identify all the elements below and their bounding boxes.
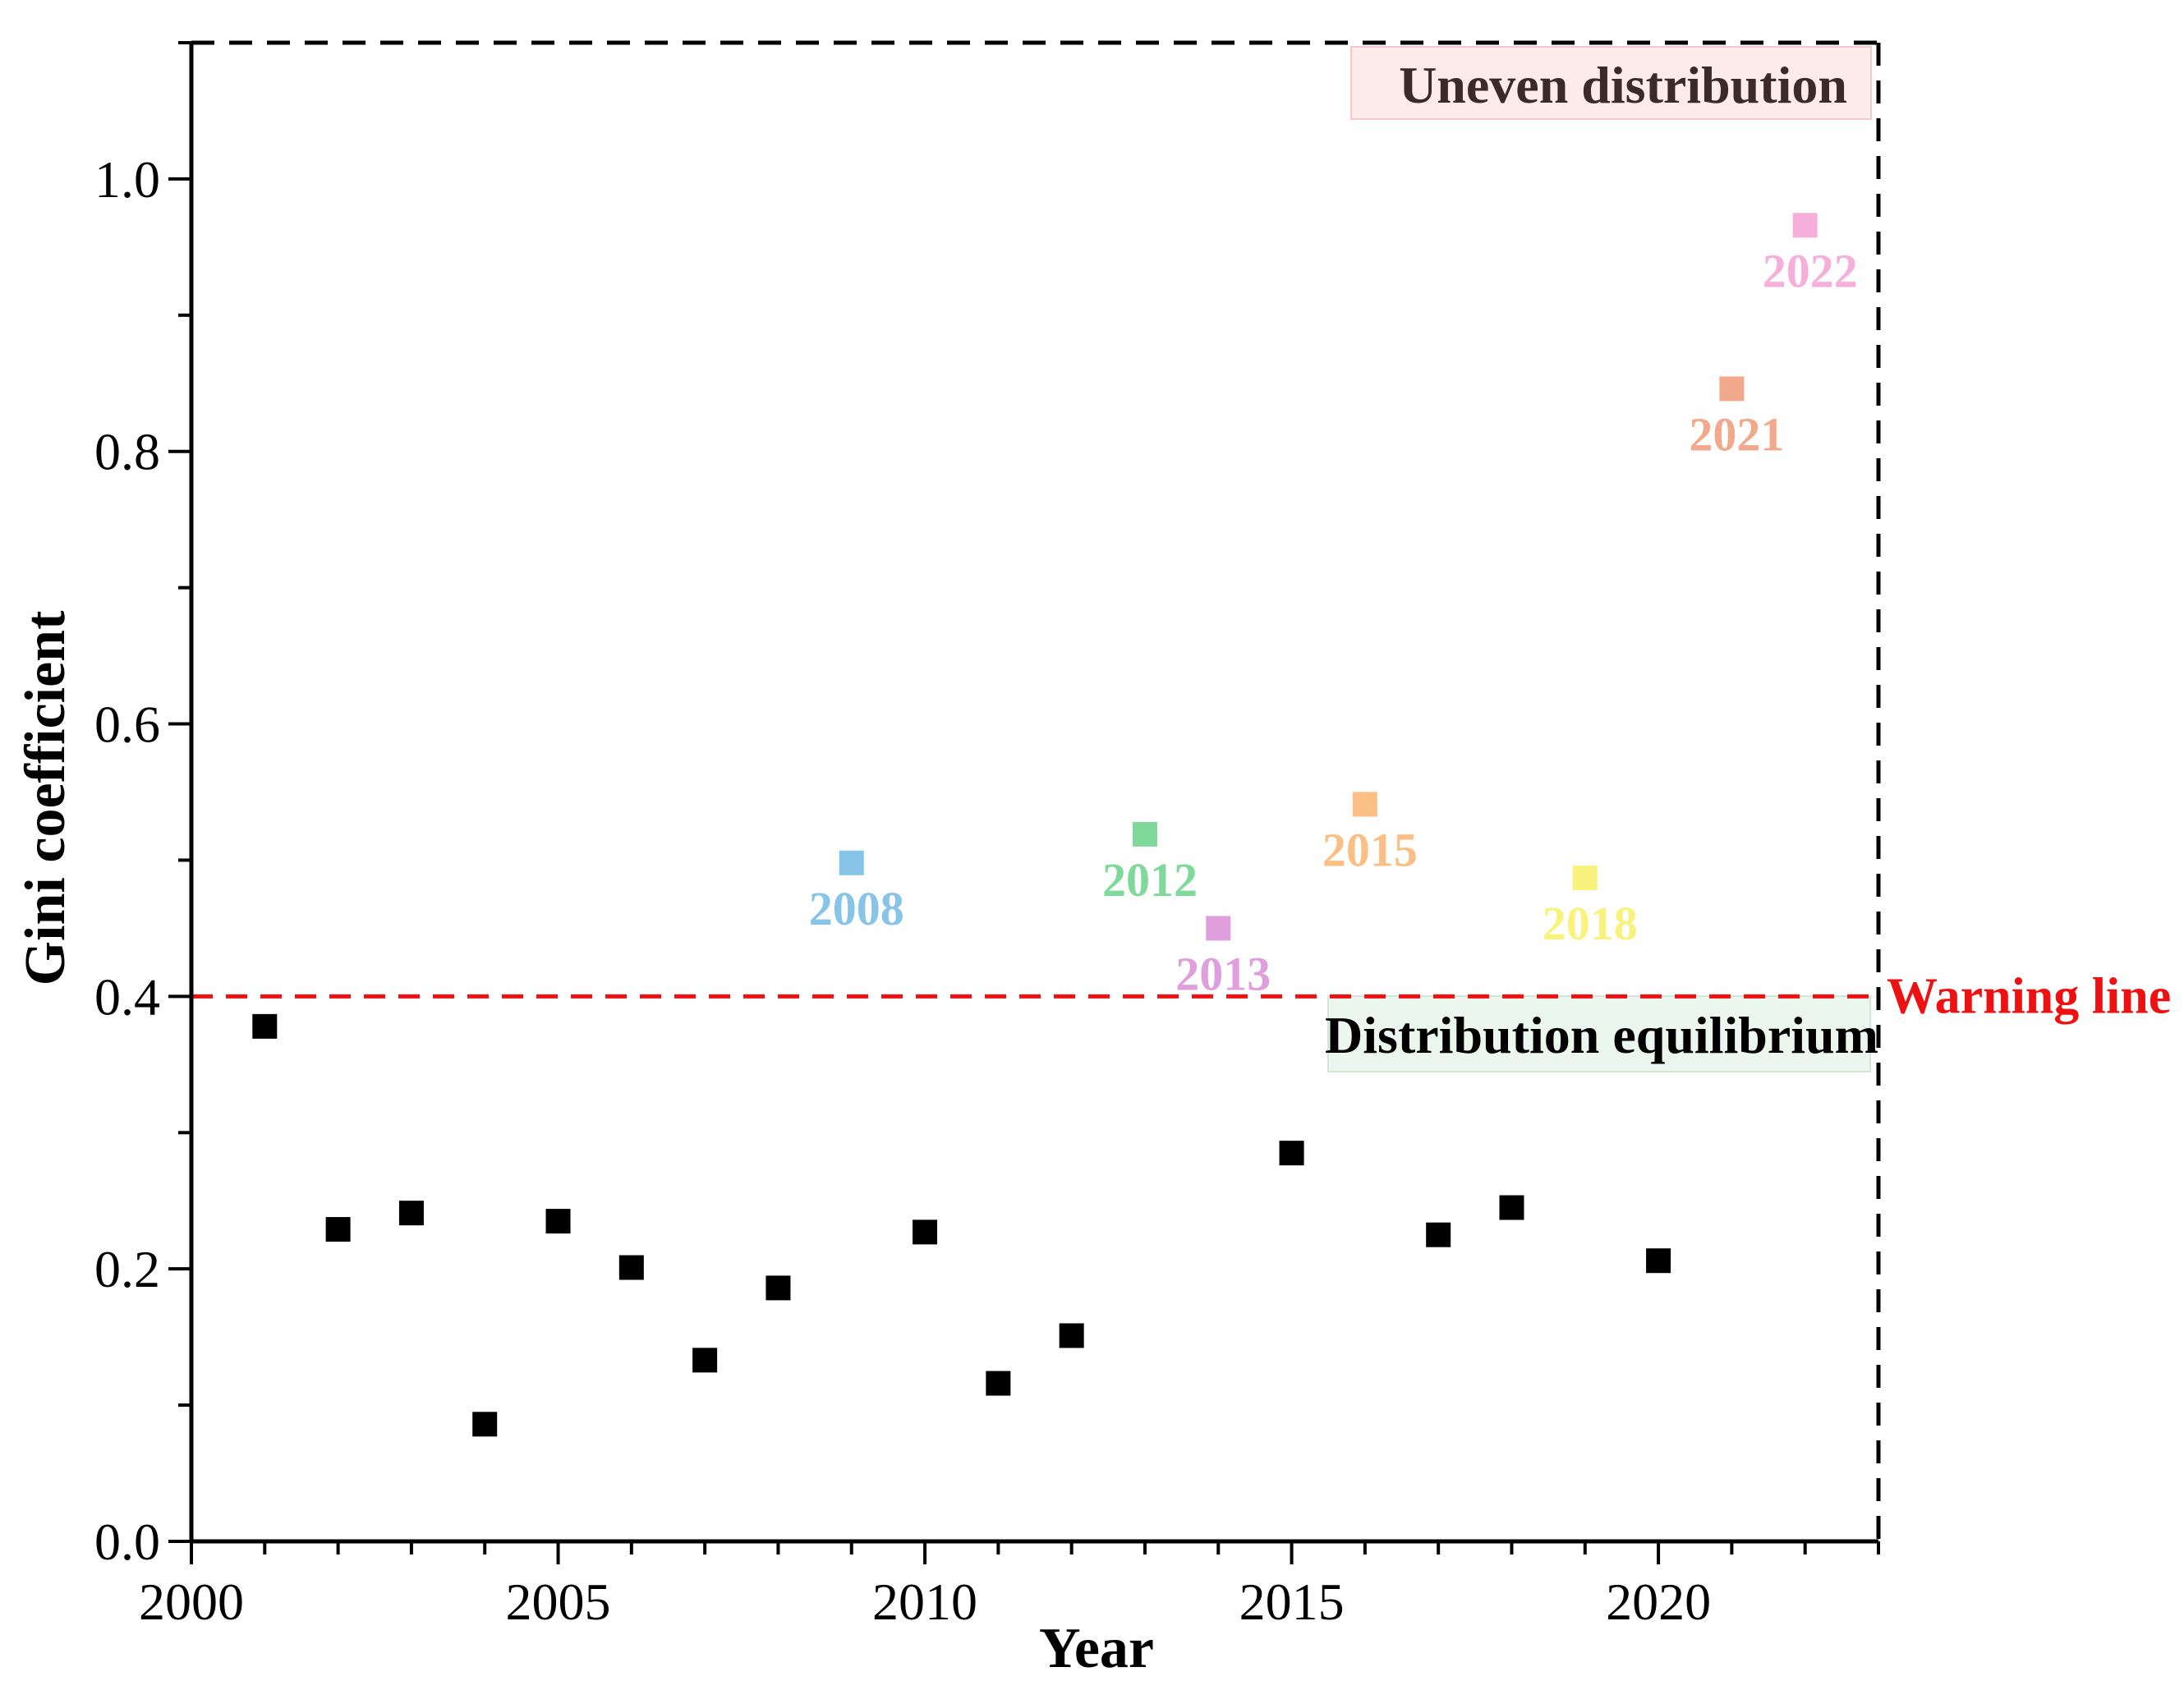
y-axis-title: Gini coefficient [14,611,77,986]
warning-line-label: Warning line [1887,968,2171,1024]
data-point-label: 2008 [809,882,904,935]
data-point [398,1201,424,1226]
data-point [692,1348,718,1373]
data-point [618,1255,644,1280]
data-point [1059,1323,1084,1348]
data-point [1646,1248,1671,1274]
x-tick-label: 2005 [506,1573,611,1631]
x-tick-label: 2010 [872,1573,977,1631]
distribution-equilibrium-box [1327,995,1871,1072]
x-axis-title: Year [1039,1617,1154,1680]
highlighted-data-point [1792,213,1818,238]
x-tick-label: 2020 [1606,1573,1711,1631]
data-point-label: 2022 [1763,244,1858,297]
highlighted-data-point [1719,376,1745,402]
y-tick-label: 0.8 [94,423,160,481]
data-point [766,1275,791,1301]
y-tick-label: 1.0 [94,150,160,209]
highlighted-data-point [1572,866,1598,891]
highlighted-data-point [1132,821,1157,847]
data-point [1426,1222,1451,1247]
data-point [913,1219,938,1245]
data-point [252,1013,278,1039]
data-point [1279,1141,1304,1166]
highlighted-data-point [1206,916,1231,941]
data-point [986,1371,1011,1396]
data-points: 2008 2012 2013 2015 2018 2021 2022 [252,213,1858,1437]
data-point-label: 2018 [1543,897,1638,950]
y-tick-label: 0.4 [94,967,160,1026]
data-point-label: 2013 [1175,947,1271,1000]
data-point-label: 2015 [1322,823,1418,876]
y-tick-label: 0.2 [94,1240,160,1298]
data-point-label: 2021 [1689,407,1784,461]
x-tick-label: 2000 [139,1573,244,1631]
x-tick-label: 2015 [1239,1573,1345,1631]
y-tick-label: 0.6 [94,696,160,754]
data-point [545,1209,571,1234]
data-point [1499,1195,1524,1220]
data-point-label: 2012 [1102,853,1198,907]
uneven-distribution-label: Uneven distribution [1399,56,1847,114]
y-tick-label: 0.0 [94,1513,160,1571]
data-point [325,1217,351,1242]
x-ticks: 2000 2005 2010 2015 2020 [139,1541,1880,1631]
distribution-equilibrium-label: Distribution equilibrium [1325,1006,1878,1064]
highlighted-data-point [839,850,864,875]
highlighted-data-point [1352,792,1377,817]
data-point [472,1412,498,1437]
y-ticks: 0.0 0.2 0.4 0.6 0.8 1.0 [94,41,191,1571]
uneven-distribution-box [1350,46,1872,120]
